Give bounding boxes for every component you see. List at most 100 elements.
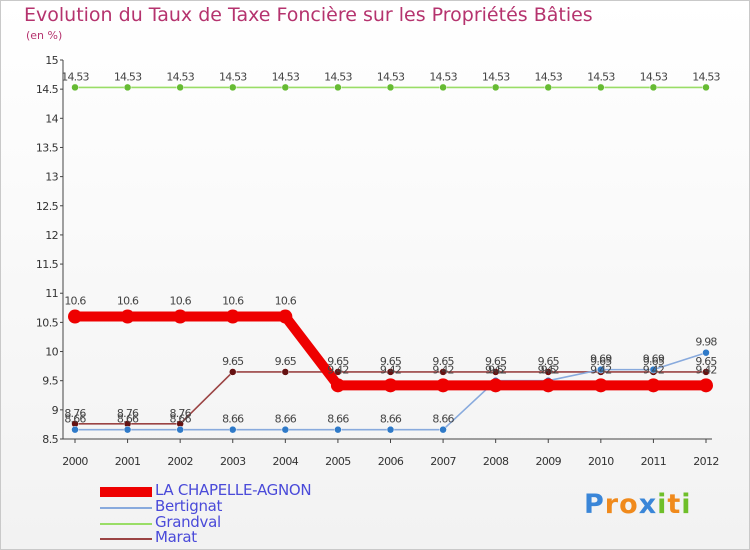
data-label-la-chapelle-agnon: 9.42 xyxy=(695,363,716,376)
data-point-la-chapelle-agnon xyxy=(173,309,188,324)
data-point-grandval xyxy=(334,83,342,92)
y-tick-label: 13.5 xyxy=(36,141,59,154)
data-label-bertignat: 8.66 xyxy=(380,413,402,426)
data-label-la-chapelle-agnon: 9.42 xyxy=(538,363,559,376)
data-label-grandval: 14.53 xyxy=(61,70,89,83)
data-label-grandval: 14.53 xyxy=(166,70,194,83)
x-tick-label: 2009 xyxy=(535,455,561,468)
data-label-bertignat: 8.66 xyxy=(117,413,139,426)
data-label-la-chapelle-agnon: 10.6 xyxy=(64,295,86,308)
y-tick-label: 14 xyxy=(45,112,58,125)
proxiti-logo: Proxiti xyxy=(584,489,692,520)
data-point-bertignat xyxy=(386,425,395,434)
data-point-bertignat xyxy=(71,425,79,434)
data-label-la-chapelle-agnon: 9.42 xyxy=(327,363,348,376)
logo-letter: i xyxy=(681,489,692,520)
x-tick-label: 2010 xyxy=(588,455,614,468)
x-tick-label: 2006 xyxy=(378,455,404,468)
y-tick-label: 8.5 xyxy=(42,433,58,446)
data-point-grandval xyxy=(71,83,79,92)
data-point-marat xyxy=(334,368,342,376)
data-label-la-chapelle-agnon: 10.6 xyxy=(275,295,297,308)
data-point-la-chapelle-agnon xyxy=(541,378,556,393)
legend-label-la-chapelle-agnon: LA CHAPELLE-AGNON xyxy=(155,481,312,499)
data-point-la-chapelle-agnon xyxy=(488,378,503,393)
logo-letter: r xyxy=(604,489,620,520)
data-label-la-chapelle-agnon: 9.42 xyxy=(590,363,611,376)
data-label-marat: 9.65 xyxy=(275,355,297,368)
data-label-marat: 9.65 xyxy=(538,355,560,368)
data-point-grandval xyxy=(491,83,500,92)
y-tick-label: 9.5 xyxy=(42,375,58,388)
data-label-grandval: 14.53 xyxy=(429,70,457,83)
data-point-grandval xyxy=(649,83,658,92)
data-label-grandval: 14.53 xyxy=(324,70,352,83)
logo-letter: t xyxy=(667,489,682,520)
data-label-bertignat: 9.5 xyxy=(488,364,504,377)
x-tick-label: 2000 xyxy=(62,455,88,468)
data-point-bertignat xyxy=(649,365,658,374)
data-label-la-chapelle-agnon: 9.42 xyxy=(432,363,453,376)
data-label-la-chapelle-agnon: 9.42 xyxy=(380,363,401,376)
data-label-marat: 8.76 xyxy=(170,407,192,420)
data-point-grandval xyxy=(176,83,184,92)
data-label-la-chapelle-agnon: 10.6 xyxy=(222,295,244,308)
data-label-bertignat: 8.66 xyxy=(327,413,349,426)
data-point-la-chapelle-agnon xyxy=(383,378,398,393)
y-tick-label: 12 xyxy=(45,229,58,242)
legend-label-bertignat: Bertignat xyxy=(155,497,223,515)
y-tick-label: 9 xyxy=(52,404,59,417)
data-label-marat: 9.65 xyxy=(643,355,665,368)
legend-swatch-grandval xyxy=(100,523,152,525)
data-point-marat xyxy=(702,368,710,376)
data-label-marat: 9.65 xyxy=(590,355,612,368)
data-point-la-chapelle-agnon xyxy=(699,378,713,393)
data-label-marat: 8.76 xyxy=(64,407,86,420)
data-point-la-chapelle-agnon xyxy=(436,378,451,393)
x-tick-label: 2001 xyxy=(115,455,141,468)
data-point-marat xyxy=(491,368,500,376)
data-point-marat xyxy=(439,368,447,376)
logo-letter: o xyxy=(619,489,639,520)
data-label-grandval: 14.53 xyxy=(535,70,563,83)
logo-letter: i xyxy=(657,489,668,520)
data-label-bertignat: 8.66 xyxy=(275,413,297,426)
data-label-bertignat: 9.69 xyxy=(590,353,612,366)
data-label-grandval: 14.53 xyxy=(482,70,510,83)
data-label-grandval: 14.53 xyxy=(587,70,615,83)
data-point-la-chapelle-agnon xyxy=(120,309,135,324)
data-label-marat: 9.65 xyxy=(380,355,402,368)
y-tick-label: 11.5 xyxy=(36,258,59,271)
data-label-marat: 9.65 xyxy=(222,355,244,368)
data-label-bertignat: 9.5 xyxy=(541,364,557,377)
data-label-bertignat: 8.66 xyxy=(170,413,192,426)
chart-title: Evolution du Taux de Taxe Foncière sur l… xyxy=(24,4,593,26)
data-point-la-chapelle-agnon xyxy=(593,378,608,393)
data-label-bertignat: 9.69 xyxy=(643,353,665,366)
data-label-grandval: 14.53 xyxy=(272,70,300,83)
data-point-la-chapelle-agnon xyxy=(278,309,293,324)
y-tick-label: 10 xyxy=(45,346,58,359)
data-point-grandval xyxy=(386,83,395,92)
legend-swatch-la-chapelle-agnon xyxy=(100,487,152,497)
unit-label: (en %) xyxy=(26,29,63,42)
data-label-marat: 9.65 xyxy=(432,355,454,368)
y-tick-label: 15 xyxy=(45,54,58,67)
data-point-bertignat xyxy=(702,348,710,357)
data-label-grandval: 14.53 xyxy=(640,70,668,83)
data-point-marat xyxy=(281,368,290,376)
x-tick-label: 2007 xyxy=(430,455,456,468)
data-label-bertignat: 8.66 xyxy=(222,413,244,426)
data-point-la-chapelle-agnon xyxy=(68,309,82,324)
data-label-la-chapelle-agnon: 10.6 xyxy=(170,295,192,308)
data-point-la-chapelle-agnon xyxy=(330,378,345,393)
data-point-grandval xyxy=(229,83,237,92)
x-tick-label: 2008 xyxy=(483,455,509,468)
logo-letter: P xyxy=(584,489,605,520)
data-label-la-chapelle-agnon: 10.6 xyxy=(117,295,139,308)
data-label-grandval: 14.53 xyxy=(692,70,720,83)
data-point-grandval xyxy=(123,83,132,92)
data-point-grandval xyxy=(597,83,605,92)
